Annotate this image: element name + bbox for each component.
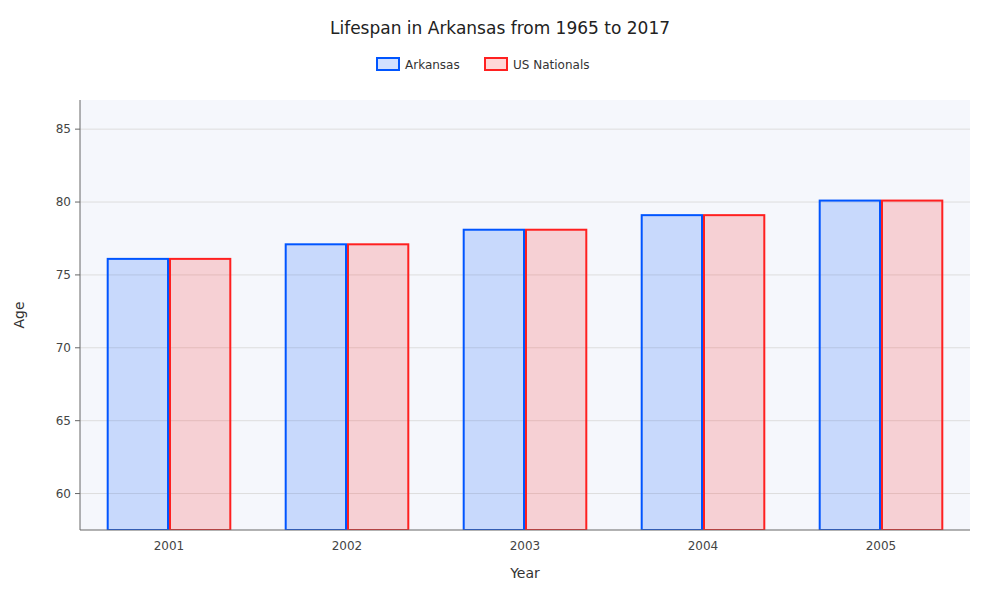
bar <box>286 244 346 530</box>
tick-mark <box>75 274 80 275</box>
x-axis-label: Year <box>509 565 540 581</box>
bar <box>526 230 586 530</box>
legend-swatch <box>485 58 507 70</box>
x-axis: 2001 2002 2003 2004 2005 <box>154 539 897 553</box>
bar <box>704 215 764 530</box>
tick-label: 2005 <box>866 539 897 553</box>
bars <box>108 201 943 530</box>
legend-label: US Nationals <box>513 58 589 72</box>
chart-svg: 60 65 70 75 80 85 2001 2002 2003 2004 2005 Year Age L… <box>0 0 1000 600</box>
tick-label: 2004 <box>688 539 719 553</box>
bar <box>820 201 880 530</box>
tick-label: 85 <box>56 122 71 136</box>
legend: Arkansas US Nationals <box>377 58 589 72</box>
tick-mark <box>75 202 80 203</box>
tick-label: 2003 <box>510 539 541 553</box>
tick-label: 60 <box>56 487 71 501</box>
bar <box>642 215 702 530</box>
tick-mark <box>75 347 80 348</box>
tick-label: 2001 <box>154 539 185 553</box>
tick-mark <box>75 129 80 130</box>
tick-label: 70 <box>56 341 71 355</box>
plot-background <box>80 100 970 530</box>
bar <box>170 259 230 530</box>
bar <box>348 244 408 530</box>
x-axis-line <box>80 530 970 531</box>
tick-mark <box>75 493 80 494</box>
bar <box>882 201 942 530</box>
chart-container: 60 65 70 75 80 85 2001 2002 2003 2004 2005 Year Age L… <box>0 0 1000 600</box>
tick-label: 2002 <box>332 539 363 553</box>
tick-label: 80 <box>56 195 71 209</box>
tick-mark <box>75 420 80 421</box>
grid-line <box>80 129 970 130</box>
y-axis-label: Age <box>11 301 27 328</box>
bar <box>464 230 524 530</box>
tick-label: 65 <box>56 414 71 428</box>
tick-label: 75 <box>56 268 71 282</box>
y-axis-line <box>80 100 81 530</box>
legend-label: Arkansas <box>405 58 460 72</box>
legend-swatch <box>377 58 399 70</box>
title: Lifespan in Arkansas from 1965 to 2017 <box>330 18 670 38</box>
bar <box>108 259 168 530</box>
